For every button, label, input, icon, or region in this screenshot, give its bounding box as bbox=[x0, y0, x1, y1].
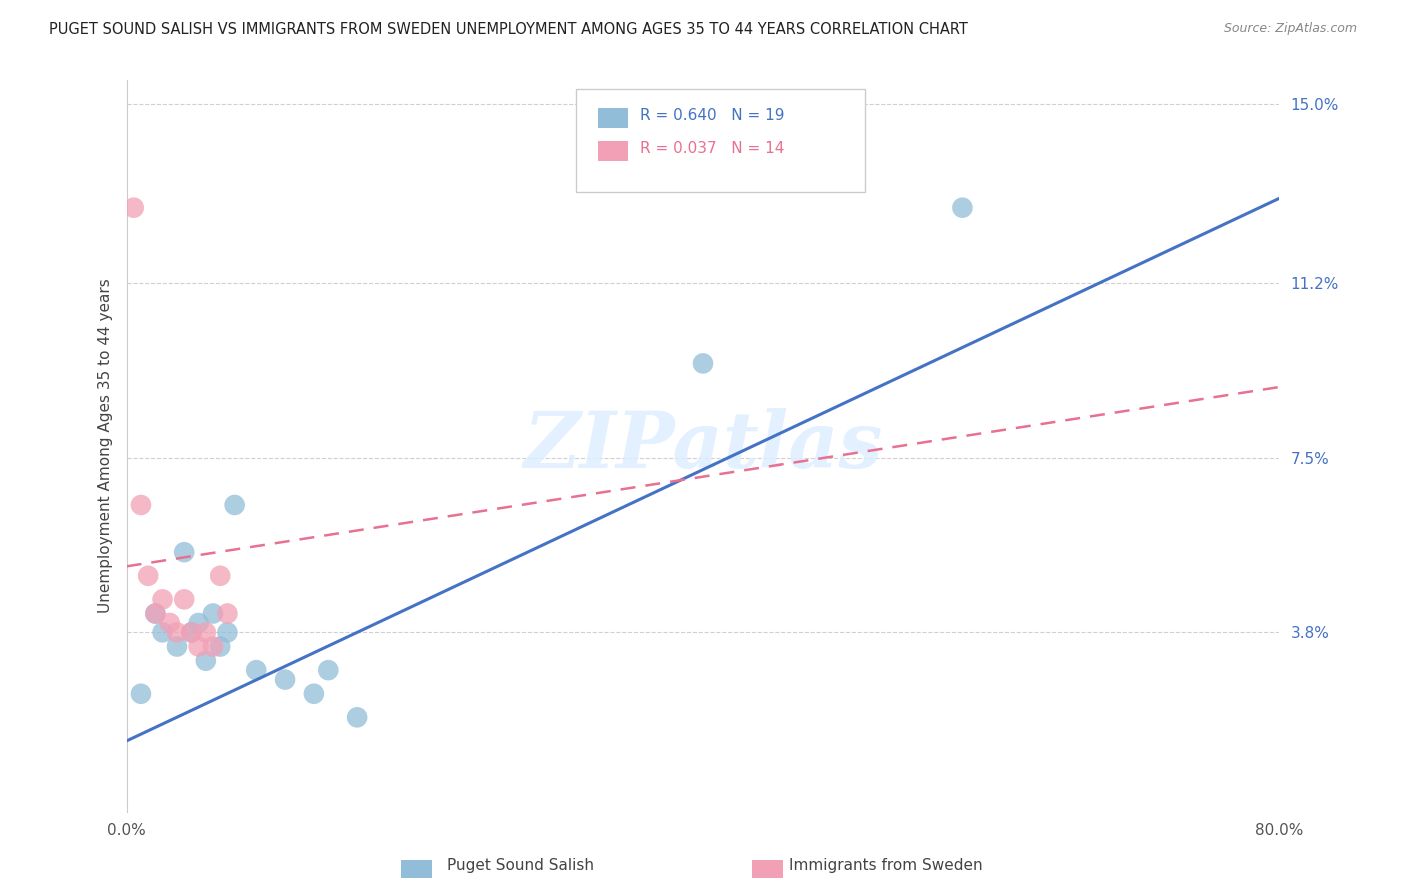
Text: Puget Sound Salish: Puget Sound Salish bbox=[447, 858, 593, 872]
Text: ZIPatlas: ZIPatlas bbox=[523, 408, 883, 484]
Point bbox=[346, 710, 368, 724]
Point bbox=[166, 625, 188, 640]
Point bbox=[180, 625, 202, 640]
Y-axis label: Unemployment Among Ages 35 to 44 years: Unemployment Among Ages 35 to 44 years bbox=[97, 278, 112, 614]
Text: Immigrants from Sweden: Immigrants from Sweden bbox=[789, 858, 983, 872]
Point bbox=[166, 640, 188, 654]
Point bbox=[952, 201, 974, 215]
Point bbox=[202, 640, 225, 654]
Text: R = 0.037   N = 14: R = 0.037 N = 14 bbox=[640, 141, 785, 155]
Point bbox=[145, 607, 166, 621]
Point bbox=[129, 498, 152, 512]
Point bbox=[122, 201, 145, 215]
Point bbox=[173, 545, 195, 559]
Point bbox=[209, 568, 232, 582]
Point bbox=[194, 625, 217, 640]
Point bbox=[692, 356, 714, 370]
Point bbox=[159, 615, 181, 630]
Point bbox=[180, 625, 202, 640]
Point bbox=[245, 663, 267, 677]
Point bbox=[274, 673, 297, 687]
Point bbox=[187, 615, 209, 630]
Point bbox=[194, 654, 217, 668]
Point bbox=[302, 687, 325, 701]
Point bbox=[129, 687, 152, 701]
Point bbox=[145, 607, 166, 621]
Point bbox=[224, 498, 246, 512]
Point bbox=[136, 568, 159, 582]
Point bbox=[209, 640, 232, 654]
Point bbox=[187, 640, 209, 654]
Point bbox=[152, 625, 174, 640]
Point bbox=[173, 592, 195, 607]
Point bbox=[217, 607, 239, 621]
Text: PUGET SOUND SALISH VS IMMIGRANTS FROM SWEDEN UNEMPLOYMENT AMONG AGES 35 TO 44 YE: PUGET SOUND SALISH VS IMMIGRANTS FROM SW… bbox=[49, 22, 969, 37]
Text: R = 0.640   N = 19: R = 0.640 N = 19 bbox=[640, 108, 785, 122]
Point bbox=[152, 592, 174, 607]
Point bbox=[318, 663, 340, 677]
Point bbox=[217, 625, 239, 640]
Point bbox=[202, 607, 225, 621]
Text: Source: ZipAtlas.com: Source: ZipAtlas.com bbox=[1223, 22, 1357, 36]
